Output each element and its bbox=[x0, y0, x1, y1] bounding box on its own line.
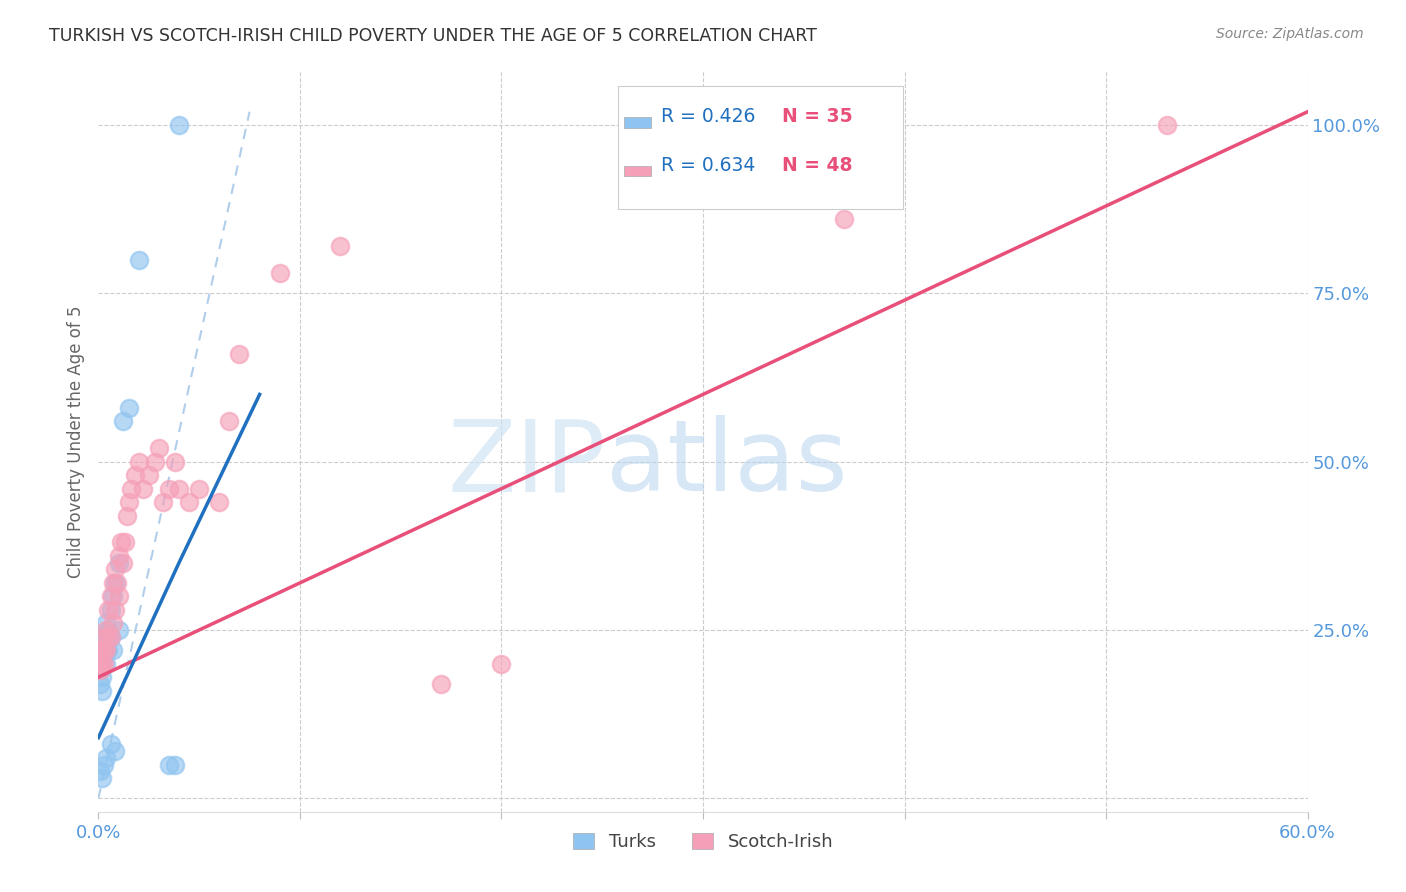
Point bbox=[124, 468, 146, 483]
Point bbox=[105, 575, 128, 590]
Point bbox=[93, 643, 115, 657]
Point bbox=[491, 657, 513, 671]
Point bbox=[100, 738, 122, 752]
Text: ZIP: ZIP bbox=[449, 416, 606, 512]
Point bbox=[120, 482, 142, 496]
Point bbox=[157, 482, 180, 496]
Point bbox=[89, 657, 111, 671]
Point bbox=[101, 643, 124, 657]
Point bbox=[89, 643, 111, 657]
Point bbox=[128, 455, 150, 469]
Point bbox=[208, 495, 231, 509]
Legend: Turks, Scotch-Irish: Turks, Scotch-Irish bbox=[565, 825, 841, 858]
Point bbox=[163, 455, 186, 469]
Text: Source: ZipAtlas.com: Source: ZipAtlas.com bbox=[1216, 27, 1364, 41]
Point bbox=[93, 757, 115, 772]
Point bbox=[89, 764, 111, 779]
Point bbox=[89, 664, 111, 678]
Point bbox=[167, 118, 190, 132]
Point bbox=[89, 664, 111, 678]
FancyBboxPatch shape bbox=[619, 87, 903, 209]
Point bbox=[430, 677, 453, 691]
Point bbox=[93, 630, 115, 644]
Point bbox=[91, 771, 114, 785]
Point bbox=[103, 603, 125, 617]
Point bbox=[89, 643, 111, 657]
Point bbox=[93, 630, 115, 644]
Point bbox=[91, 643, 114, 657]
Point bbox=[152, 495, 174, 509]
Point bbox=[96, 751, 118, 765]
Text: R = 0.426: R = 0.426 bbox=[661, 106, 755, 126]
Point bbox=[97, 630, 120, 644]
Bar bbox=[624, 117, 651, 128]
Point bbox=[100, 590, 122, 604]
Point bbox=[101, 590, 124, 604]
Point bbox=[114, 535, 136, 549]
Point bbox=[188, 482, 211, 496]
Point bbox=[96, 643, 118, 657]
Bar bbox=[624, 166, 651, 177]
Point bbox=[91, 670, 114, 684]
Point bbox=[138, 468, 160, 483]
Point bbox=[97, 623, 120, 637]
Point bbox=[96, 616, 118, 631]
Point bbox=[89, 657, 111, 671]
Point bbox=[100, 630, 122, 644]
Point bbox=[101, 616, 124, 631]
Point bbox=[101, 575, 124, 590]
Point bbox=[100, 630, 122, 644]
Point bbox=[115, 508, 138, 523]
Point bbox=[132, 482, 155, 496]
Point bbox=[91, 649, 114, 664]
Point bbox=[110, 535, 132, 549]
Point bbox=[143, 455, 166, 469]
Point bbox=[89, 677, 111, 691]
Point bbox=[179, 495, 201, 509]
Point bbox=[107, 623, 129, 637]
Point bbox=[96, 636, 118, 650]
Point bbox=[118, 401, 141, 415]
Point bbox=[111, 414, 134, 428]
Text: N = 48: N = 48 bbox=[782, 156, 852, 175]
Text: atlas: atlas bbox=[606, 416, 848, 512]
Point bbox=[111, 556, 134, 570]
Y-axis label: Child Poverty Under the Age of 5: Child Poverty Under the Age of 5 bbox=[66, 305, 84, 578]
Point bbox=[157, 757, 180, 772]
Point bbox=[269, 266, 291, 280]
Point bbox=[96, 643, 118, 657]
Point bbox=[218, 414, 240, 428]
Point bbox=[97, 603, 120, 617]
Text: N = 35: N = 35 bbox=[782, 106, 852, 126]
Point bbox=[91, 657, 114, 671]
Point bbox=[832, 212, 855, 227]
Point bbox=[103, 562, 125, 576]
Point bbox=[93, 649, 115, 664]
Point bbox=[148, 442, 170, 456]
Point bbox=[103, 744, 125, 758]
Point bbox=[107, 549, 129, 563]
Point bbox=[228, 347, 250, 361]
Point bbox=[107, 556, 129, 570]
Point bbox=[329, 239, 352, 253]
Point bbox=[103, 575, 125, 590]
Text: TURKISH VS SCOTCH-IRISH CHILD POVERTY UNDER THE AGE OF 5 CORRELATION CHART: TURKISH VS SCOTCH-IRISH CHILD POVERTY UN… bbox=[49, 27, 817, 45]
Point bbox=[93, 657, 115, 671]
Text: R = 0.634: R = 0.634 bbox=[661, 156, 755, 175]
Point bbox=[163, 757, 186, 772]
Point bbox=[107, 590, 129, 604]
Point bbox=[118, 495, 141, 509]
Point bbox=[93, 636, 115, 650]
Point bbox=[100, 603, 122, 617]
Point bbox=[97, 643, 120, 657]
Point bbox=[91, 683, 114, 698]
Point bbox=[96, 623, 118, 637]
Point bbox=[167, 482, 190, 496]
Point bbox=[1156, 118, 1178, 132]
Point bbox=[128, 252, 150, 267]
Point bbox=[96, 657, 118, 671]
